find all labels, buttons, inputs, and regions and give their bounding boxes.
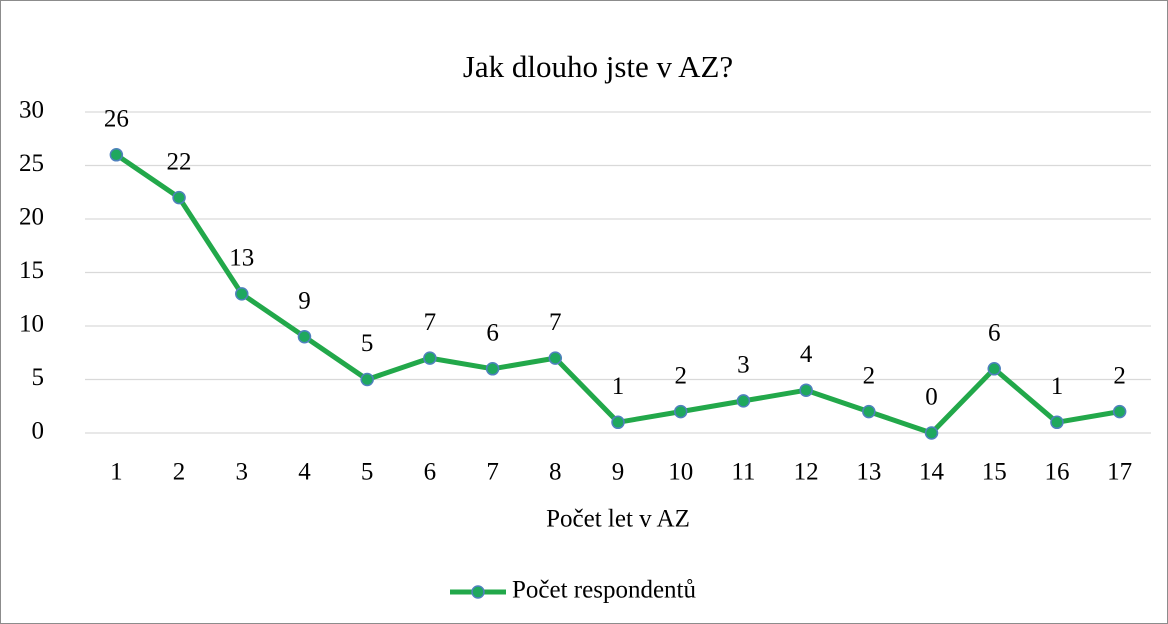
data-point [297,329,312,344]
data-point [485,362,500,376]
data-label: 2 [674,362,687,389]
data-point [109,148,124,162]
x-tick-label: 12 [794,459,819,486]
y-tick-label: 15 [19,257,44,284]
data-point [1112,404,1127,419]
data-point [799,383,813,397]
x-tick-label: 2 [173,459,186,486]
data-label: 4 [800,341,813,368]
data-point [673,404,688,419]
data-label: 26 [104,106,129,133]
legend-marker [471,585,485,599]
legend-label: Počet respondentů [512,577,696,604]
y-tick-label: 20 [19,204,44,231]
data-label: 3 [737,352,750,379]
data-point [360,372,374,387]
data-label: 9 [298,287,311,314]
x-tick-label: 1 [110,459,123,486]
x-tick-label: 13 [856,459,881,486]
data-point [548,351,563,365]
y-tick-label: 0 [32,418,45,445]
chart-title: Jak dlouho jste v AZ? [463,49,733,84]
x-tick-label: 4 [298,459,311,486]
x-tick-label: 17 [1107,459,1132,486]
data-label: 7 [549,309,562,336]
data-label: 13 [229,245,254,272]
x-tick-label: 10 [668,459,693,486]
x-tick-label: 9 [612,459,625,486]
x-tick-label: 6 [424,459,437,486]
data-point [1050,415,1064,430]
data-label: 5 [361,330,374,357]
data-label: 0 [925,384,938,411]
data-point [924,426,939,440]
y-tick-label: 30 [19,97,44,124]
y-tick-label: 5 [32,364,45,391]
data-label: 7 [424,309,437,336]
data-label: 22 [167,148,192,175]
data-label: 6 [988,320,1001,347]
data-point [862,404,876,419]
data-label: 6 [486,320,499,347]
y-tick-label: 10 [19,311,44,338]
x-tick-label: 5 [361,459,374,486]
x-tick-label: 16 [1044,459,1069,486]
y-tick-label: 25 [19,150,44,177]
data-label: 1 [612,373,625,400]
data-point [736,394,751,408]
x-axis-label: Počet let v AZ [546,506,690,533]
x-tick-label: 7 [486,459,499,486]
x-tick-label: 3 [236,459,249,486]
data-point [172,190,186,205]
data-label: 2 [863,362,876,389]
x-tick-label: 15 [982,459,1007,486]
x-tick-label: 11 [731,459,755,486]
data-label: 1 [1051,373,1064,400]
x-tick-label: 14 [919,459,945,486]
data-label: 2 [1113,362,1126,389]
data-point [611,415,625,430]
x-tick-label: 8 [549,459,562,486]
data-point [987,362,1001,376]
data-point [423,351,437,365]
data-point [235,287,249,301]
